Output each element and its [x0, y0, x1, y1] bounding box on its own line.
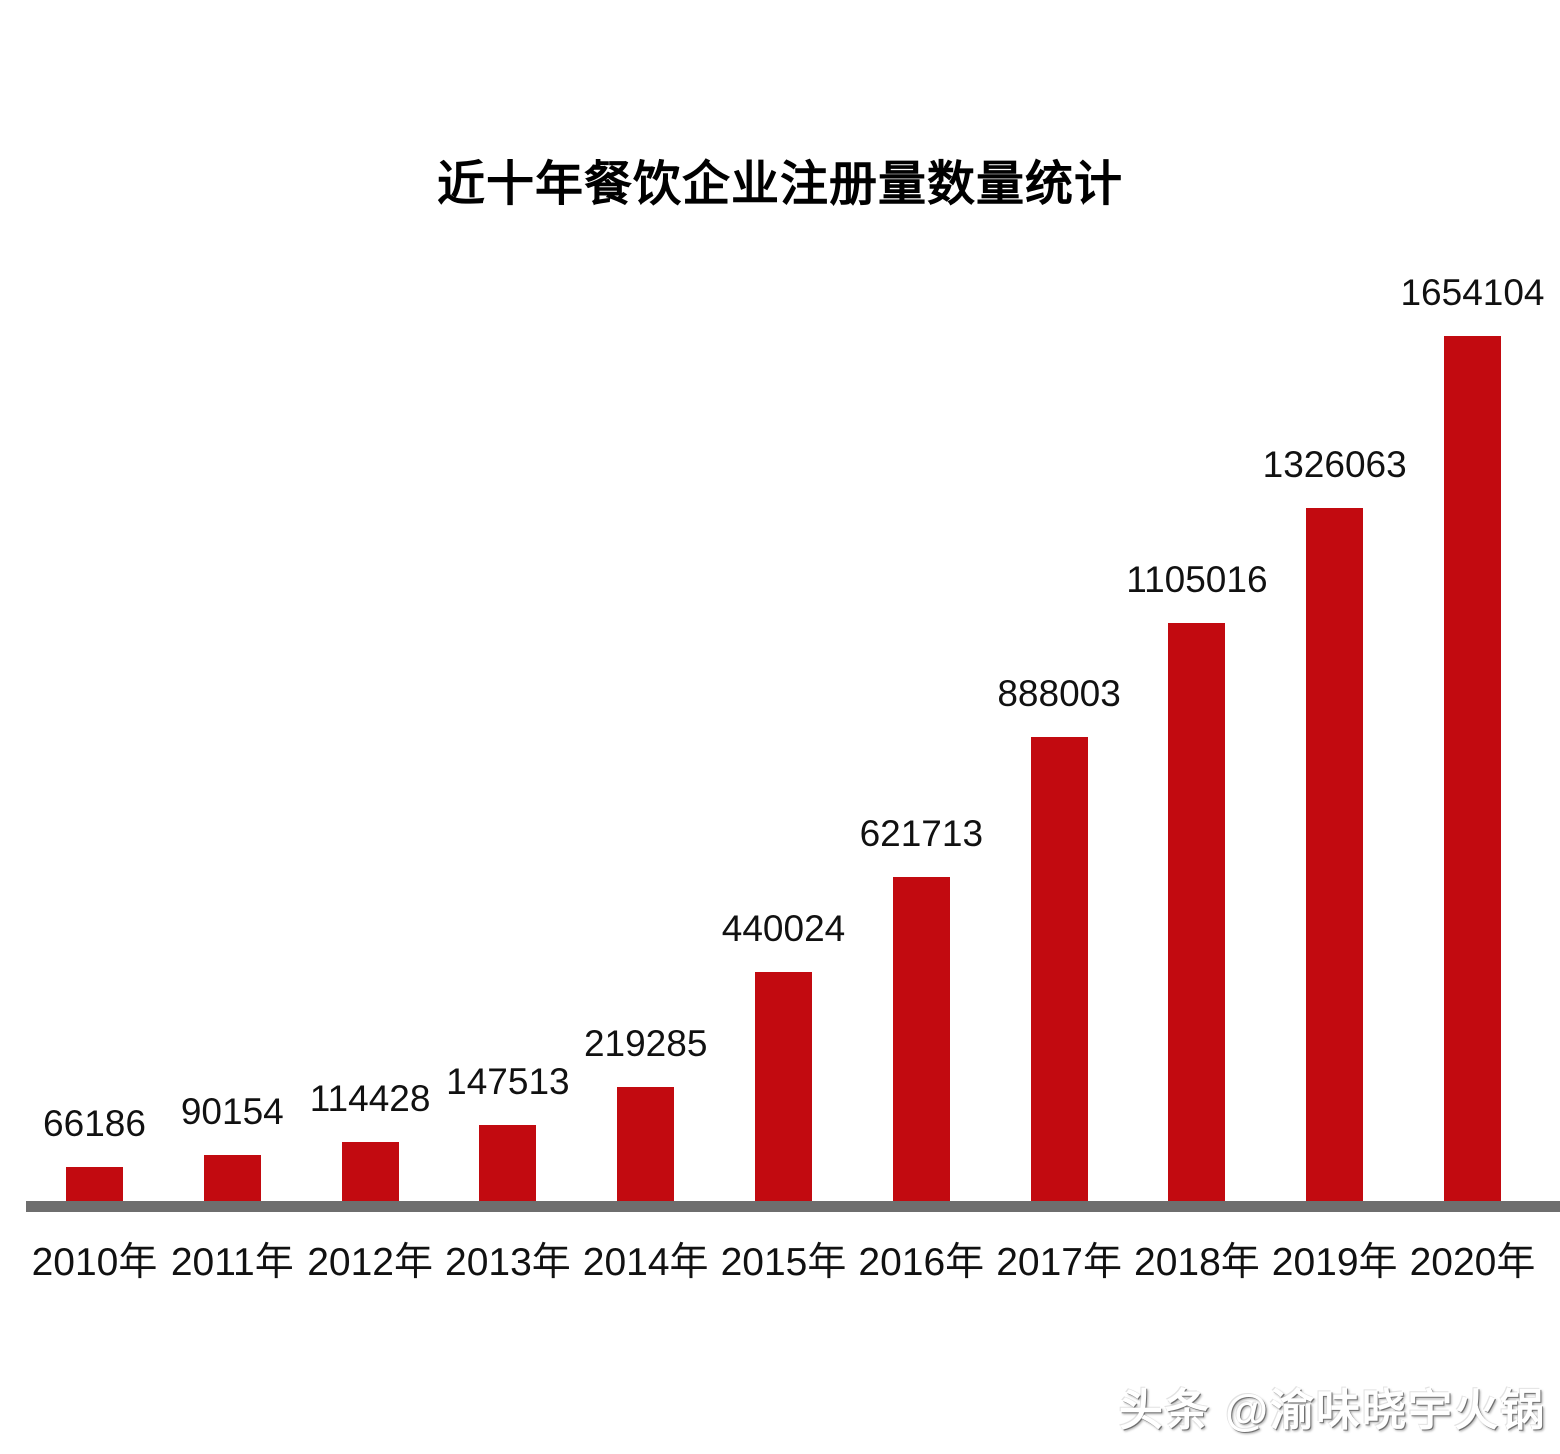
bar: [341, 1142, 399, 1202]
bar: [479, 1125, 537, 1202]
bar: [1306, 508, 1364, 1202]
x-axis-label: 2015年: [720, 1241, 847, 1284]
x-axis-label: 2017年: [996, 1241, 1122, 1284]
bar-value-label: 219285: [583, 1023, 708, 1064]
bar-value-label: 1105016: [1126, 559, 1268, 600]
x-axis-label: 2011年: [170, 1241, 294, 1284]
bar-value-label: 440024: [721, 908, 846, 949]
bar-value-label: 90154: [180, 1091, 284, 1132]
bar-value-label: 147513: [446, 1061, 570, 1102]
chart-title: 近十年餐饮企业注册量数量统计: [436, 158, 1123, 211]
x-axis-label: 2014年: [582, 1241, 709, 1284]
x-axis-label: 2013年: [445, 1241, 571, 1284]
x-axis-label: 2012年: [307, 1241, 433, 1284]
x-axis-label: 2019年: [1271, 1241, 1398, 1284]
bar: [1030, 737, 1088, 1202]
bar-value-label: 888003: [997, 673, 1121, 714]
bar: [66, 1167, 123, 1202]
bar: [1444, 336, 1501, 1202]
bar: [617, 1087, 675, 1202]
bar: [755, 972, 812, 1202]
bar: [892, 877, 950, 1202]
bar: [203, 1155, 261, 1202]
x-axis-line: [26, 1201, 1560, 1212]
bar: [1168, 623, 1226, 1202]
bar-value-label: 66186: [43, 1103, 146, 1144]
bar-value-label: 114428: [309, 1078, 431, 1119]
bar-value-label: 1326063: [1262, 444, 1407, 485]
x-axis-label: 2016年: [858, 1241, 985, 1284]
x-axis-label: 2018年: [1134, 1241, 1260, 1284]
watermark: 头条 @渝味晓宇火锅: [1118, 1386, 1546, 1435]
bar-value-label: 1654104: [1400, 272, 1545, 313]
x-axis-label: 2010年: [31, 1241, 158, 1284]
x-axis-label: 2020年: [1409, 1241, 1536, 1284]
bar-value-label: 621713: [859, 813, 984, 854]
